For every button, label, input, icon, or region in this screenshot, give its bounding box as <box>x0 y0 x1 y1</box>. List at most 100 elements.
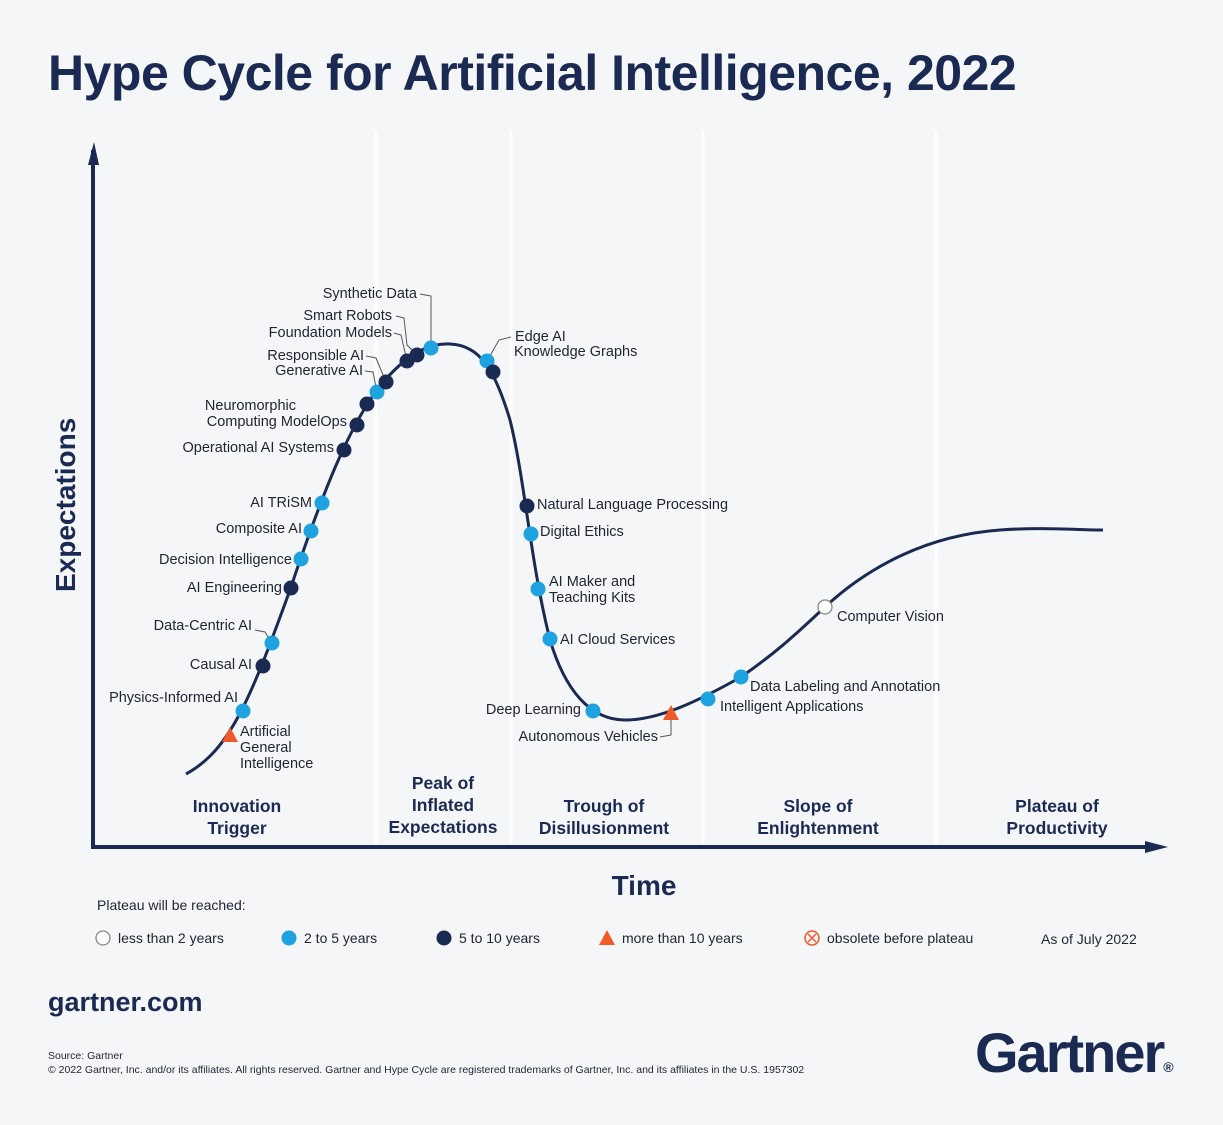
circle-marker <box>479 353 495 369</box>
technology-label: Autonomous Vehicles <box>519 729 658 745</box>
technology-point[interactable]: AI Cloud Services <box>542 631 676 649</box>
legend-item: 5 to 10 years <box>436 930 540 946</box>
technology-point[interactable]: Autonomous Vehicles <box>519 705 679 745</box>
leader-line <box>419 293 432 348</box>
technology-label: General <box>240 740 292 756</box>
technology-point[interactable]: Data Labeling and Annotation <box>733 669 941 696</box>
technology-point[interactable]: Computer Vision <box>817 599 944 625</box>
technology-point[interactable]: Data-Centric AI <box>154 618 280 651</box>
site-link[interactable]: gartner.com <box>48 987 203 1017</box>
technology-point[interactable]: Composite AI <box>216 521 319 539</box>
technology-point[interactable]: Generative AI <box>275 363 385 400</box>
circle-marker <box>336 442 352 458</box>
technology-point[interactable]: Responsible AI <box>267 348 394 390</box>
technology-label: Computer Vision <box>837 609 944 625</box>
technology-point[interactable]: Deep Learning <box>486 702 601 719</box>
circle-marker <box>293 551 309 567</box>
circle-marker <box>281 930 297 946</box>
technology-point[interactable]: Digital Ethics <box>523 524 624 542</box>
circle-marker <box>283 580 299 596</box>
crossed-circle-marker <box>804 930 820 946</box>
technology-point[interactable]: Physics-Informed AI <box>109 690 251 719</box>
technology-point[interactable]: AI Engineering <box>187 580 299 596</box>
legend-label: more than 10 years <box>622 930 743 946</box>
legend-item: obsolete before plateau <box>804 930 973 946</box>
technology-label: Operational AI Systems <box>182 440 334 456</box>
technology-point[interactable]: Causal AI <box>190 657 271 674</box>
technology-point[interactable]: AI TRiSM <box>250 495 330 511</box>
technology-label: Physics-Informed AI <box>109 690 238 706</box>
circle-marker <box>314 495 330 511</box>
legend-item: more than 10 years <box>599 930 743 946</box>
technology-label: Smart Robots <box>303 308 392 324</box>
technology-point[interactable]: Computing ModelOps <box>207 414 365 433</box>
gartner-logo: Gartner® <box>975 1021 1174 1084</box>
phase-label: Trigger <box>207 818 267 838</box>
circle-marker <box>523 526 539 542</box>
technology-point[interactable]: Knowledge Graphs <box>485 344 638 380</box>
phase-label: Plateau of <box>1015 796 1099 816</box>
technology-point[interactable]: Intelligent Applications <box>700 691 864 716</box>
circle-marker <box>519 498 535 514</box>
legend-heading: Plateau will be reached: <box>97 897 246 913</box>
legend-label: 5 to 10 years <box>459 930 540 946</box>
hype-curve <box>185 342 1104 776</box>
technology-point[interactable]: Synthetic Data <box>323 286 439 356</box>
technology-point[interactable]: Operational AI Systems <box>182 440 352 458</box>
technology-label: Neuromorphic <box>205 398 296 414</box>
technology-label: Data Labeling and Annotation <box>750 679 940 695</box>
hollow-circle-marker <box>95 930 111 946</box>
source-note: Source: Gartner © 2022 Gartner, Inc. and… <box>48 1049 804 1077</box>
circle-marker <box>733 669 749 685</box>
technology-label: AI TRiSM <box>250 495 312 511</box>
legend-item: less than 2 years <box>95 930 224 946</box>
orange-triangle-marker <box>663 705 679 720</box>
circle-marker <box>359 396 375 412</box>
leader-line <box>486 336 512 362</box>
technology-label: Intelligence <box>240 756 313 772</box>
x-axis-label: Time <box>612 870 677 901</box>
orange-triangle-marker <box>222 727 238 742</box>
technology-label: AI Cloud Services <box>560 632 675 648</box>
circle-marker <box>369 384 385 400</box>
technology-label: Natural Language Processing <box>537 497 728 513</box>
y-axis-arrow <box>88 142 99 165</box>
legend-label: obsolete before plateau <box>827 930 973 946</box>
orange-triangle-marker <box>599 930 615 945</box>
technology-label: Teaching Kits <box>549 590 635 606</box>
circle-marker <box>378 374 394 390</box>
circle-marker <box>542 631 558 647</box>
technology-label: Computing ModelOps <box>207 414 347 430</box>
technology-point[interactable]: Natural Language Processing <box>519 497 729 514</box>
circle-marker <box>264 635 280 651</box>
technology-point[interactable]: Neuromorphic <box>205 396 375 415</box>
circle-marker <box>235 703 251 719</box>
copyright: © 2022 Gartner, Inc. and/or its affiliat… <box>48 1064 805 1076</box>
technology-label: Digital Ethics <box>540 524 624 540</box>
circle-marker <box>255 658 271 674</box>
as-of-date: As of July 2022 <box>1041 931 1137 947</box>
technology-label: Generative AI <box>275 363 363 379</box>
technology-label: Edge AI <box>515 329 566 345</box>
technology-label: Causal AI <box>190 657 252 673</box>
phase-label: Productivity <box>1006 818 1107 838</box>
page-title: Hype Cycle for Artificial Intelligence, … <box>48 45 1017 101</box>
hollow-circle-marker <box>817 599 833 615</box>
technology-label: Foundation Models <box>269 325 392 341</box>
phase-label: Enlightenment <box>757 818 879 838</box>
phase-label: Disillusionment <box>539 818 669 838</box>
phase-label: Slope of <box>783 796 852 816</box>
technology-point[interactable]: Decision Intelligence <box>159 551 309 569</box>
legend-item: 2 to 5 years <box>281 930 377 946</box>
technology-label: AI Engineering <box>187 580 282 596</box>
technology-point[interactable]: Edge AI <box>479 329 566 369</box>
circle-marker <box>530 581 546 597</box>
leader-line <box>659 720 672 738</box>
technology-point[interactable]: Smart Robots <box>303 308 425 363</box>
technology-label: Composite AI <box>216 521 302 537</box>
phase-label: Peak of <box>412 773 474 793</box>
x-axis-arrow <box>1145 841 1168 853</box>
technology-label: Intelligent Applications <box>720 699 864 715</box>
